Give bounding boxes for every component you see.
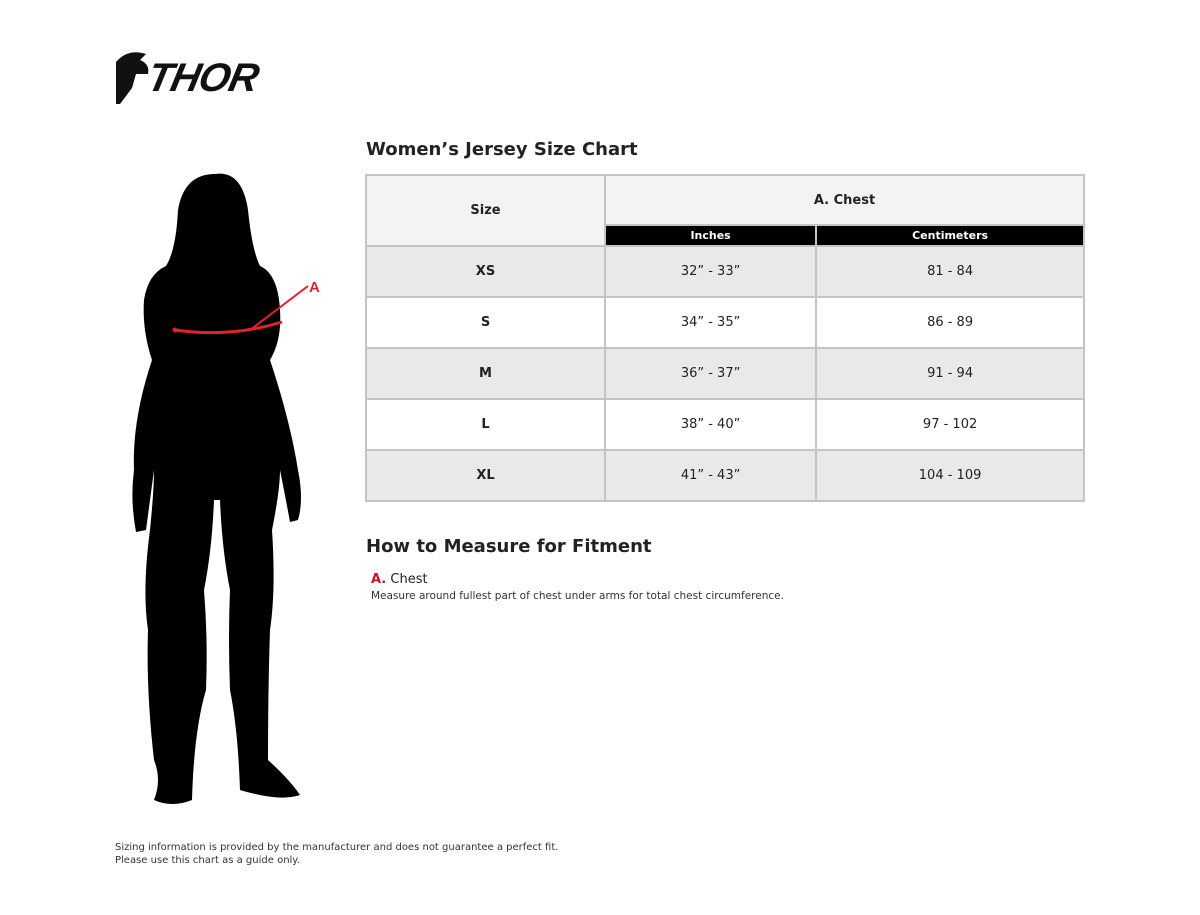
cm-cell: 91 - 94 (815, 347, 1085, 400)
size-header: Size (365, 174, 606, 247)
measure-label: A. Chest (371, 572, 428, 587)
inches-cell: 36” - 37” (603, 347, 818, 400)
cm-cell: 81 - 84 (815, 245, 1085, 298)
how-to-title: How to Measure for Fitment (366, 536, 652, 557)
inches-header: Inches (603, 224, 818, 247)
thor-logo: THOR (114, 48, 289, 106)
helmet-logo-icon (116, 52, 149, 104)
size-table: Size A. Chest Inches Centimeters XS 32” … (365, 174, 1085, 502)
inches-cell: 38” - 40” (603, 398, 818, 451)
size-cell: S (365, 296, 606, 349)
measure-letter: A. (371, 572, 387, 587)
size-cell: M (365, 347, 606, 400)
table-row: S 34” - 35” 86 - 89 (365, 296, 1085, 349)
cm-cell: 86 - 89 (815, 296, 1085, 349)
size-cell: L (365, 398, 606, 451)
chest-header: A. Chest (604, 174, 1085, 226)
cm-cell: 97 - 102 (815, 398, 1085, 451)
disclaimer-line-2: Please use this chart as a guide only. (115, 855, 300, 866)
inches-cell: 34” - 35” (603, 296, 818, 349)
cm-cell: 104 - 109 (815, 449, 1085, 502)
size-cell: XL (365, 449, 606, 502)
size-cell: XS (365, 245, 606, 298)
woman-silhouette: A (132, 173, 320, 805)
marker-a: A (309, 279, 320, 296)
measure-description: Measure around fullest part of chest und… (371, 590, 784, 602)
table-row: XL 41” - 43” 104 - 109 (365, 449, 1085, 502)
table-row: M 36” - 37” 91 - 94 (365, 347, 1085, 400)
cm-header: Centimeters (815, 224, 1085, 247)
chart-title: Women’s Jersey Size Chart (366, 139, 638, 160)
table-row: XS 32” - 33” 81 - 84 (365, 245, 1085, 298)
inches-cell: 32” - 33” (603, 245, 818, 298)
inches-cell: 41” - 43” (603, 449, 818, 502)
disclaimer: Sizing information is provided by the ma… (115, 841, 558, 867)
disclaimer-line-1: Sizing information is provided by the ma… (115, 842, 559, 853)
measure-name: Chest (390, 572, 428, 587)
table-row: L 38” - 40” 97 - 102 (365, 398, 1085, 451)
